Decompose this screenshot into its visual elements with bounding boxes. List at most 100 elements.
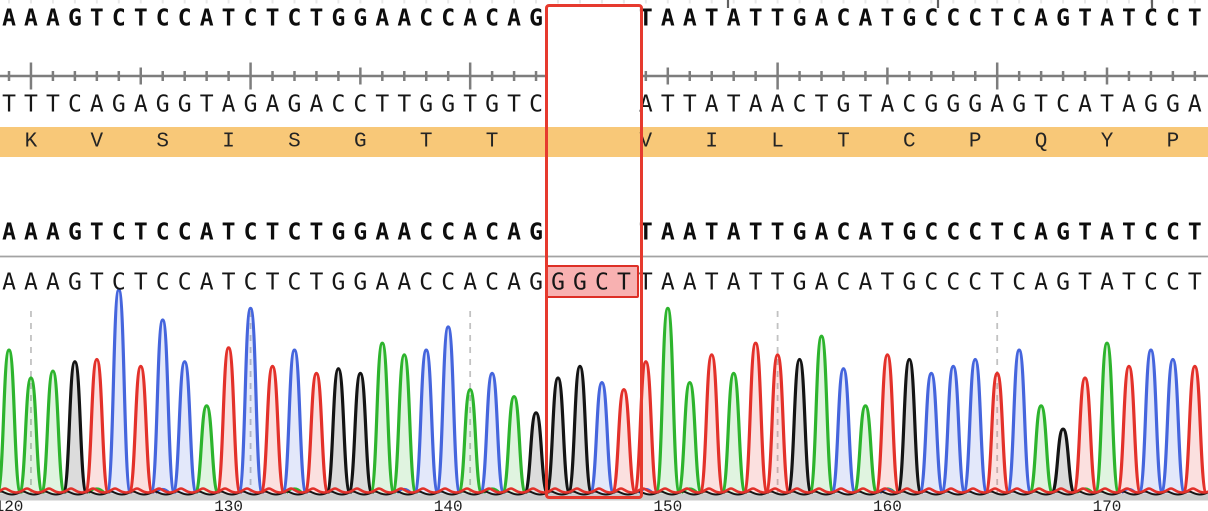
complement-base[interactable]: G [155,91,170,118]
complement-base[interactable]: T [375,91,390,118]
consensus-base[interactable]: T [89,219,104,246]
consensus-base[interactable]: G [902,219,917,246]
query-base[interactable]: C [1012,269,1027,296]
complement-base[interactable]: G [243,91,258,118]
reference-base[interactable]: C [1165,5,1180,32]
complement-base[interactable]: G [441,91,456,118]
query-base[interactable]: C [155,269,170,296]
consensus-base[interactable]: A [397,219,412,246]
query-base[interactable]: A [397,269,412,296]
query-base[interactable]: C [243,269,258,296]
reference-base[interactable]: G [1056,5,1071,32]
query-base[interactable]: T [265,269,280,296]
amino-acid-letter[interactable]: P [968,130,982,154]
query-base[interactable]: A [1034,269,1049,296]
consensus-base[interactable]: G [1056,219,1071,246]
consensus-base[interactable]: C [419,219,434,246]
query-base[interactable]: T [748,269,763,296]
query-base[interactable]: C [111,269,126,296]
consensus-base[interactable]: G [67,219,82,246]
consensus-base[interactable]: C [177,219,192,246]
query-base[interactable]: T [1187,269,1202,296]
query-base[interactable]: G [331,269,346,296]
consensus-base[interactable]: T [990,219,1005,246]
query-base[interactable]: C [594,269,609,296]
consensus-base[interactable]: C [1165,219,1180,246]
consensus-base[interactable]: C [946,219,961,246]
query-base[interactable]: A [24,269,38,296]
complement-base[interactable]: C [792,91,807,118]
reference-base[interactable]: C [111,5,126,32]
complement-base[interactable]: T [2,91,16,118]
query-base[interactable]: A [726,269,741,296]
complement-base[interactable]: A [265,91,280,118]
reference-base[interactable]: G [67,5,82,32]
query-base[interactable]: G [1056,269,1071,296]
query-base[interactable]: C [968,269,983,296]
reference-base[interactable]: T [880,5,895,32]
complement-base[interactable]: G [968,91,983,118]
consensus-base[interactable]: A [507,219,522,246]
query-base[interactable]: A [660,269,675,296]
consensus-base[interactable]: A [199,219,214,246]
query-base[interactable]: G [792,269,807,296]
consensus-base[interactable]: A [2,219,16,246]
consensus-base[interactable]: A [1034,219,1049,246]
complement-base[interactable]: T [682,91,697,118]
reference-base[interactable]: C [419,5,434,32]
complement-base[interactable]: C [67,91,82,118]
reference-base[interactable]: A [660,5,675,32]
query-base[interactable]: G [529,269,543,296]
consensus-base[interactable]: T [309,219,324,246]
complement-base[interactable]: T [1100,91,1114,118]
query-base[interactable]: T [133,269,148,296]
consensus-base[interactable]: G [529,219,543,246]
consensus-base[interactable]: C [243,219,258,246]
consensus-base[interactable]: T [1122,219,1136,246]
amino-acid-letter[interactable]: V [90,130,104,154]
reference-base[interactable]: T [1187,5,1202,32]
consensus-base[interactable]: T [704,219,719,246]
complement-base[interactable]: A [89,91,104,118]
query-base[interactable]: C [1165,269,1180,296]
reference-base[interactable]: A [463,5,478,32]
reference-base[interactable]: C [968,5,983,32]
consensus-base[interactable]: T [748,219,763,246]
reference-base[interactable]: A [814,5,829,32]
query-base[interactable]: T [990,269,1005,296]
amino-acid-letter[interactable]: P [1166,130,1180,154]
consensus-base[interactable]: A [682,219,697,246]
consensus-base[interactable]: G [353,219,368,246]
consensus-base[interactable]: G [792,219,807,246]
consensus-base[interactable]: G [331,219,346,246]
complement-base[interactable]: T [24,91,38,118]
reference-base[interactable]: C [441,5,456,32]
query-base[interactable]: A [375,269,390,296]
query-base[interactable]: A [45,269,60,296]
complement-base[interactable]: A [748,91,763,118]
amino-acid-letter[interactable]: K [24,130,38,154]
complement-base[interactable]: A [770,91,785,118]
reference-base[interactable]: A [24,5,38,32]
reference-base[interactable]: C [155,5,170,32]
complement-base[interactable]: G [111,91,126,118]
query-base[interactable]: G [353,269,368,296]
query-base[interactable]: C [924,269,939,296]
reference-base[interactable]: A [397,5,412,32]
consensus-base[interactable]: T [1078,219,1092,246]
reference-base[interactable]: T [221,5,236,32]
consensus-base[interactable]: A [726,219,741,246]
reference-base[interactable]: C [177,5,192,32]
reference-base[interactable]: A [507,5,522,32]
reference-base[interactable]: A [2,5,16,32]
amino-acid-letter[interactable]: S [156,130,170,154]
reference-base[interactable]: A [199,5,214,32]
complement-base[interactable]: T [1034,91,1049,118]
amino-acid-letter[interactable]: Q [1034,130,1048,154]
consensus-base[interactable]: C [111,219,126,246]
consensus-base[interactable]: C [1012,219,1027,246]
complement-base[interactable]: A [133,91,148,118]
reference-base[interactable]: A [1100,5,1114,32]
consensus-base[interactable]: A [1100,219,1114,246]
query-base[interactable]: C [177,269,192,296]
